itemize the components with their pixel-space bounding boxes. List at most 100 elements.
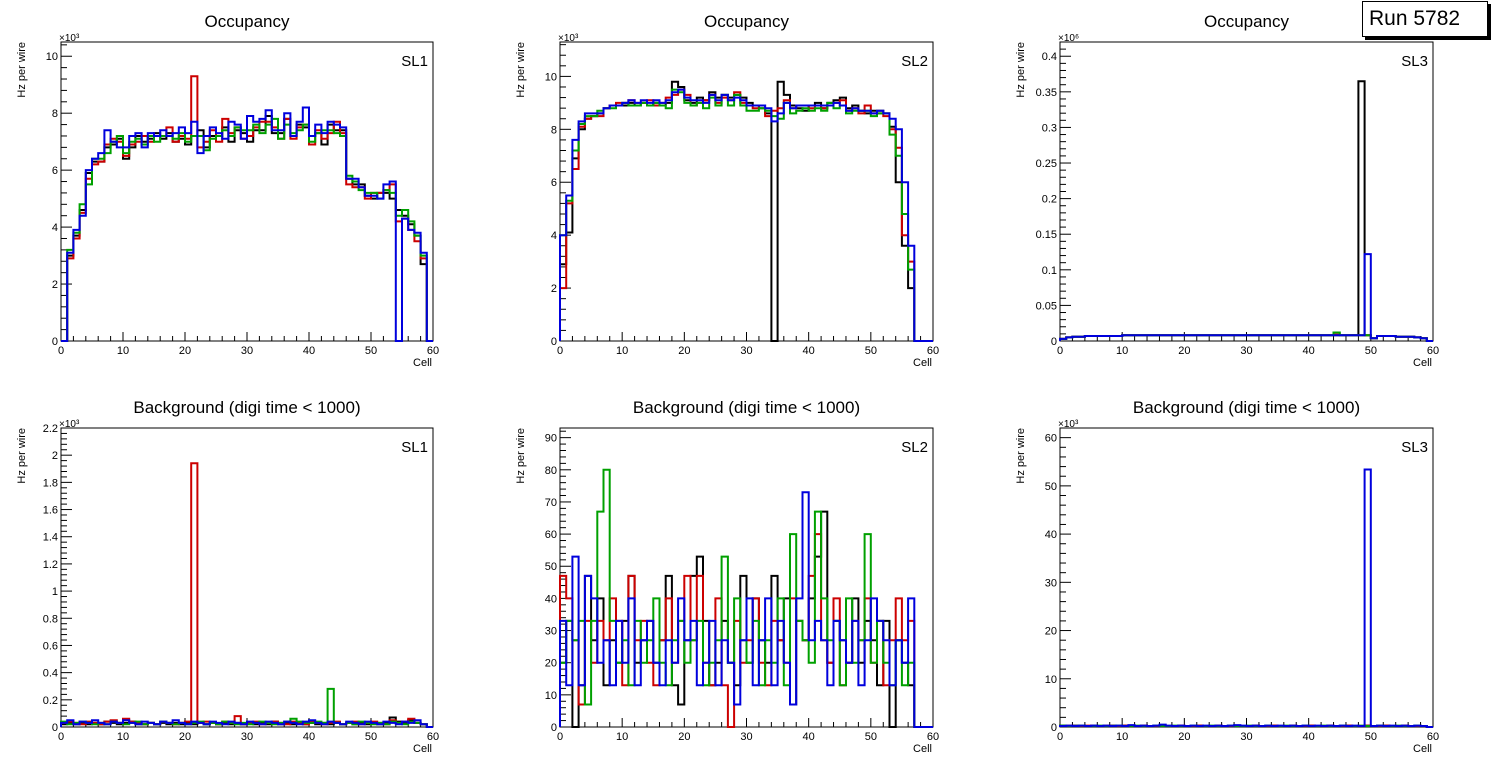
x-tick-label: 20 bbox=[179, 731, 191, 743]
histogram-series-layer3 bbox=[61, 117, 433, 342]
y-tick-label: 0 bbox=[551, 336, 557, 348]
plot-frame bbox=[60, 41, 434, 342]
y-tick-label: 0 bbox=[52, 336, 58, 348]
superlayer-label: SL3 bbox=[1401, 439, 1428, 456]
x-tick-label: 30 bbox=[1240, 731, 1252, 743]
y-tick-label: 6 bbox=[52, 165, 58, 177]
histogram-series-layer1 bbox=[559, 80, 933, 342]
plot-frame bbox=[60, 427, 434, 728]
chart-title: Background (digi time < 1000) bbox=[1133, 398, 1360, 417]
chart-panel-3: Occupancy SL3 Cell Hz per wire ×10⁶ 0 10 20 30 40… bbox=[1015, 12, 1439, 369]
x-tick-label: 0 bbox=[1057, 731, 1063, 743]
superlayer-label: SL1 bbox=[401, 53, 428, 70]
y-tick-label: 40 bbox=[545, 593, 557, 605]
histogram-series-layer2 bbox=[559, 88, 933, 342]
x-tick-label: 20 bbox=[678, 731, 690, 743]
x-tick-label: 50 bbox=[365, 345, 377, 357]
y-tick-label: 0.4 bbox=[1042, 51, 1057, 63]
y-tick-label: 20 bbox=[545, 658, 557, 670]
y-tick-label: 2.2 bbox=[43, 423, 58, 435]
y-tick-label: 0.05 bbox=[1036, 300, 1057, 312]
histogram-series-layer4 bbox=[559, 491, 933, 728]
plot-frame bbox=[559, 41, 934, 342]
chart-title: Background (digi time < 1000) bbox=[633, 398, 860, 417]
y-axis-multiplier: ×10³ bbox=[558, 33, 579, 44]
histogram-series-layer4 bbox=[1059, 468, 1433, 728]
x-axis-label: Cell bbox=[913, 743, 932, 755]
y-tick-label: 1.4 bbox=[43, 532, 58, 544]
y-tick-label: 10 bbox=[545, 690, 557, 702]
x-tick-label: 0 bbox=[557, 345, 563, 357]
histogram-series-layer4 bbox=[61, 106, 433, 342]
x-tick-label: 50 bbox=[1365, 731, 1377, 743]
y-tick-label: 0.2 bbox=[43, 695, 58, 707]
histogram-series-layer4 bbox=[60, 719, 433, 728]
x-tick-label: 60 bbox=[927, 731, 939, 743]
y-axis-multiplier: ×10³ bbox=[59, 33, 80, 44]
x-tick-label: 20 bbox=[678, 345, 690, 357]
x-tick-label: 40 bbox=[1303, 345, 1315, 357]
x-tick-label: 50 bbox=[865, 345, 877, 357]
x-tick-label: 60 bbox=[427, 345, 439, 357]
y-tick-label: 0.6 bbox=[43, 640, 58, 652]
x-tick-label: 10 bbox=[117, 731, 129, 743]
plot-frame bbox=[1059, 41, 1434, 342]
y-tick-label: 10 bbox=[46, 51, 58, 63]
x-tick-label: 40 bbox=[803, 345, 815, 357]
y-axis-multiplier: ×10⁶ bbox=[1058, 33, 1079, 44]
y-tick-label: 90 bbox=[545, 433, 557, 445]
y-tick-label: 50 bbox=[1045, 481, 1057, 493]
y-tick-label: 4 bbox=[52, 222, 58, 234]
y-tick-label: 50 bbox=[545, 561, 557, 573]
y-tick-label: 1.2 bbox=[43, 559, 58, 571]
y-tick-label: 30 bbox=[1045, 577, 1057, 589]
y-tick-label: 60 bbox=[545, 529, 557, 541]
y-tick-label: 40 bbox=[1045, 529, 1057, 541]
y-tick-label: 0 bbox=[1051, 336, 1057, 348]
x-tick-label: 40 bbox=[803, 731, 815, 743]
y-axis-label: Hz per wire bbox=[16, 428, 28, 484]
histogram-series-layer3 bbox=[559, 88, 933, 342]
y-tick-label: 1.6 bbox=[43, 505, 58, 517]
chart-title: Occupancy bbox=[704, 12, 790, 31]
y-tick-label: 2 bbox=[52, 450, 58, 462]
x-tick-label: 40 bbox=[1303, 731, 1315, 743]
y-axis-multiplier: ×10³ bbox=[1058, 419, 1079, 430]
y-axis-label: Hz per wire bbox=[515, 42, 527, 98]
y-tick-label: 10 bbox=[1045, 674, 1057, 686]
chart-panel-4: Background (digi time < 1000) SL1 Cell Hz p… bbox=[16, 398, 439, 755]
x-tick-label: 20 bbox=[179, 345, 191, 357]
y-tick-label: 0.15 bbox=[1036, 229, 1057, 241]
histogram-series-layer1 bbox=[61, 115, 433, 342]
x-axis-label: Cell bbox=[1413, 357, 1432, 369]
x-tick-label: 50 bbox=[1365, 345, 1377, 357]
x-tick-label: 40 bbox=[303, 345, 315, 357]
y-tick-label: 0.4 bbox=[43, 668, 58, 680]
y-tick-label: 30 bbox=[545, 626, 557, 638]
x-tick-label: 30 bbox=[241, 731, 253, 743]
y-tick-label: 0 bbox=[1051, 722, 1057, 734]
chart-title: Occupancy bbox=[1204, 12, 1290, 31]
x-tick-label: 10 bbox=[1116, 731, 1128, 743]
run-label: Run 5782 bbox=[1369, 7, 1461, 30]
y-tick-label: 80 bbox=[545, 465, 557, 477]
x-tick-label: 10 bbox=[1116, 345, 1128, 357]
x-axis-label: Cell bbox=[413, 743, 432, 755]
x-axis-label: Cell bbox=[413, 357, 432, 369]
x-tick-label: 10 bbox=[117, 345, 129, 357]
y-tick-label: 2 bbox=[52, 279, 58, 291]
x-tick-label: 30 bbox=[740, 731, 752, 743]
x-tick-label: 50 bbox=[365, 731, 377, 743]
y-tick-label: 0.25 bbox=[1036, 158, 1057, 170]
superlayer-label: SL3 bbox=[1401, 53, 1428, 70]
x-tick-label: 60 bbox=[427, 731, 439, 743]
y-tick-label: 0.35 bbox=[1036, 87, 1057, 99]
x-tick-label: 10 bbox=[616, 345, 628, 357]
chart-title: Background (digi time < 1000) bbox=[133, 398, 360, 417]
x-axis-label: Cell bbox=[1413, 743, 1432, 755]
x-tick-label: 0 bbox=[58, 731, 64, 743]
y-axis-label: Hz per wire bbox=[515, 428, 527, 484]
